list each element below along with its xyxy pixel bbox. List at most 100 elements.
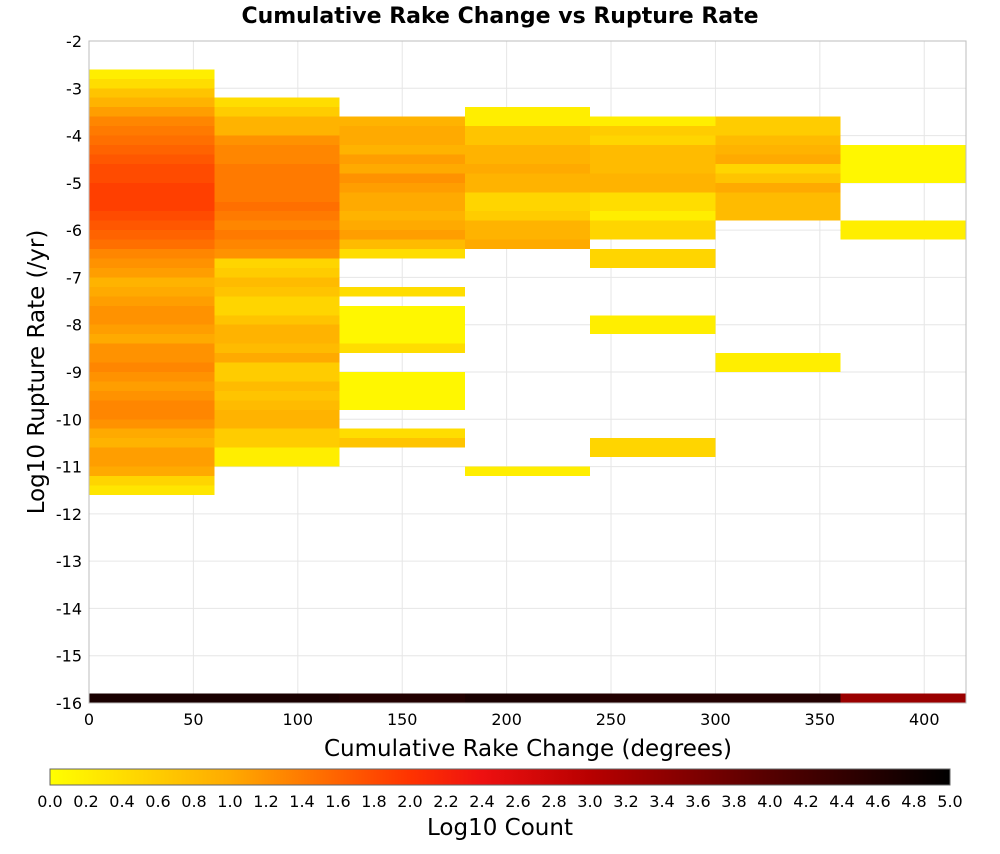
heatmap-cell (214, 220, 340, 231)
heatmap-cell (89, 693, 215, 703)
heatmap-cell (715, 182, 841, 193)
colorbar-tick-label: 2.0 (397, 792, 422, 811)
heatmap-cell (590, 145, 716, 155)
heatmap-cell (89, 267, 215, 278)
heatmap-cell (214, 334, 340, 344)
heatmap-cell (339, 211, 465, 221)
heatmap-cell (214, 324, 340, 335)
colorbar-tick-label: 0.6 (145, 792, 170, 811)
heatmap-cell (339, 343, 465, 354)
heatmap-cell (590, 230, 716, 240)
heatmap-cell (590, 135, 716, 146)
colorbar-label: Log10 Count (427, 815, 573, 841)
heatmap-cell (89, 353, 215, 363)
heatmap-cell (464, 220, 591, 231)
heatmap-cell (214, 372, 340, 382)
colorbar-tick-label: 1.8 (361, 792, 386, 811)
heatmap-cell (339, 201, 465, 212)
heatmap-cell (590, 192, 716, 202)
heatmap-cell (214, 693, 340, 703)
y-tick-label: -14 (56, 599, 82, 618)
heatmap-cell (464, 163, 591, 174)
x-tick-label: 50 (183, 710, 203, 729)
y-tick-label: -6 (66, 221, 82, 240)
colorbar-tick-label: 4.0 (757, 792, 782, 811)
x-tick-label: 400 (909, 710, 940, 729)
heatmap-cell (89, 334, 215, 344)
colorbar-tick-label: 2.4 (469, 792, 494, 811)
heatmap-cell (89, 154, 215, 164)
y-tick-label: -9 (66, 363, 82, 382)
colorbar-tick-label: 3.4 (649, 792, 674, 811)
heatmap-cell (464, 126, 591, 136)
heatmap-cell (214, 192, 340, 202)
heatmap-cell (214, 230, 340, 240)
heatmap-cell (464, 116, 591, 127)
colorbar-tick-label: 4.8 (901, 792, 926, 811)
y-tick-label: -3 (66, 79, 82, 98)
heatmap-cell (590, 447, 716, 458)
heatmap-cell (214, 305, 340, 316)
heatmap-cell (715, 192, 841, 202)
heatmap-cell (214, 286, 340, 297)
heatmap-cell (214, 249, 340, 259)
heatmap-cell (590, 324, 716, 335)
heatmap-cell (214, 145, 340, 155)
y-axis-label: Log10 Rupture Rate (/yr) (24, 230, 50, 515)
colorbar-tick-label: 0.4 (109, 792, 134, 811)
colorbar-tick-label: 5.0 (937, 792, 962, 811)
y-tick-label: -5 (66, 174, 82, 193)
heatmap-cells (89, 69, 966, 703)
y-tick-label: -7 (66, 268, 82, 287)
heatmap-cell (214, 135, 340, 146)
heatmap-cell (214, 390, 340, 401)
heatmap-cell (89, 163, 215, 174)
heatmap-cell (89, 390, 215, 401)
heatmap-cell (339, 428, 465, 439)
heatmap-cell (590, 693, 716, 703)
heatmap-cell (89, 409, 215, 420)
heatmap-cell (339, 182, 465, 193)
colorbar-tick-label: 3.0 (577, 792, 602, 811)
colorbar-tick-label: 4.6 (865, 792, 890, 811)
heatmap-cell (840, 154, 966, 164)
colorbar-tick-label: 3.2 (613, 792, 638, 811)
heatmap-cell (214, 154, 340, 164)
heatmap-cell (590, 116, 716, 127)
heatmap-cell (715, 154, 841, 164)
colorbar-tick-label: 2.6 (505, 792, 530, 811)
y-tick-label: -2 (66, 32, 82, 51)
heatmap-cell (715, 362, 841, 372)
heatmap-cell (89, 400, 215, 410)
heatmap-cell (89, 457, 215, 467)
heatmap-cell (89, 126, 215, 136)
heatmap-cell (214, 277, 340, 287)
heatmap-cell (214, 457, 340, 467)
heatmap-cell (339, 400, 465, 410)
heatmap-cell (214, 107, 340, 117)
heatmap-cell (89, 381, 215, 391)
heatmap-cell (339, 381, 465, 391)
heatmap-cell (339, 693, 465, 703)
colorbar-tick-label: 3.8 (721, 792, 746, 811)
heatmap-cell (464, 154, 591, 164)
heatmap-cell (715, 145, 841, 155)
heatmap-cell (89, 296, 215, 306)
heatmap-cell (339, 163, 465, 174)
heatmap-cell (590, 258, 716, 268)
heatmap-cell (89, 88, 215, 98)
heatmap-cell (715, 126, 841, 136)
heatmap-cell (715, 173, 841, 183)
heatmap-cell (339, 334, 465, 344)
heatmap-cell (464, 239, 591, 250)
y-tick-label: -16 (56, 694, 82, 713)
heatmap-cell (89, 428, 215, 439)
heatmap-cell (339, 230, 465, 240)
heatmap-cell (339, 249, 465, 259)
heatmap-cell (339, 126, 465, 136)
heatmap-cell (464, 173, 591, 183)
heatmap-cell (214, 447, 340, 458)
heatmap-cell (590, 211, 716, 221)
colorbar-tick-label: 3.6 (685, 792, 710, 811)
